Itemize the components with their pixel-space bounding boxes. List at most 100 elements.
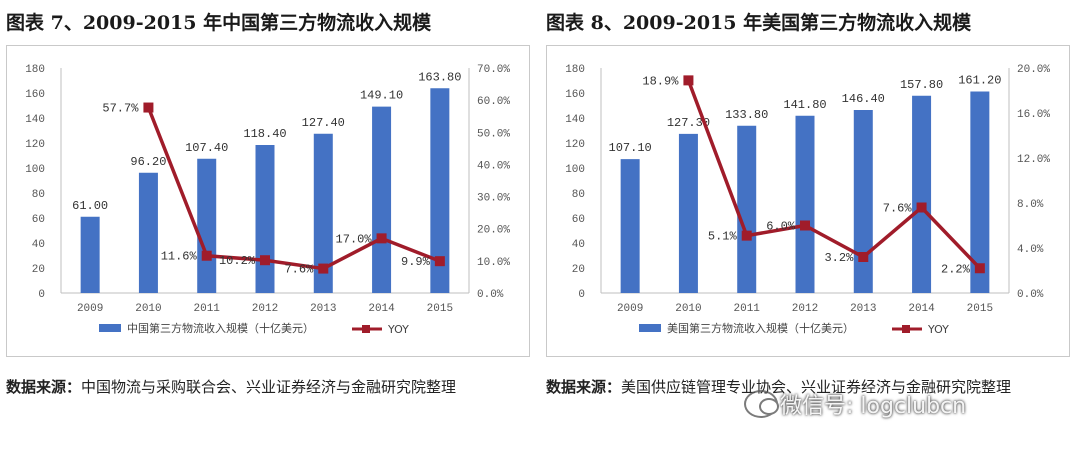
- y-right-tick-label: 50.0%: [477, 128, 510, 140]
- y-left-tick-label: 100: [25, 164, 45, 176]
- x-tick-label: 2011: [734, 303, 761, 315]
- watermark: 微信号: logclubcn: [780, 394, 967, 419]
- y-right-tick-label: 16.0%: [1017, 109, 1050, 121]
- y-left-tick-label: 60: [572, 214, 585, 226]
- y-right-tick-label: 8.0%: [1017, 199, 1044, 211]
- y-left-tick-label: 80: [572, 189, 585, 201]
- y-left-tick-label: 140: [25, 114, 45, 126]
- yoy-value-label: 5.1%: [708, 230, 738, 244]
- y-left-tick-label: 180: [565, 64, 585, 76]
- bar: [912, 95, 932, 293]
- legend-bar-label: 中国第三方物流收入规模（十亿美元）: [127, 321, 314, 335]
- y-left-tick-label: 40: [32, 239, 45, 251]
- y-right-tick-label: 40.0%: [477, 160, 510, 172]
- yoy-point: [683, 75, 694, 86]
- bar-value-label: 107.10: [609, 141, 652, 155]
- bar-value-label: 61.00: [72, 199, 108, 213]
- x-tick-label: 2010: [135, 303, 161, 315]
- x-tick-label: 2009: [617, 303, 643, 315]
- yoy-line: [146, 106, 441, 271]
- bar: [372, 106, 392, 293]
- x-tick-label: 2015: [427, 303, 453, 315]
- bar-value-label: 133.80: [725, 108, 768, 122]
- y-right-tick-label: 0.0%: [477, 289, 504, 301]
- y-right-tick-label: 12.0%: [1017, 154, 1050, 166]
- y-right-tick-label: 0.0%: [1017, 289, 1044, 301]
- yoy-value-label: 6.0%: [766, 220, 796, 234]
- y-left-tick-label: 40: [572, 239, 585, 251]
- legend-line-label: YOY: [927, 323, 949, 336]
- bar-value-label: 96.20: [130, 155, 166, 169]
- legend-line-marker: [362, 325, 370, 333]
- bar: [255, 145, 275, 293]
- yoy-value-label: 10.2%: [219, 254, 256, 268]
- x-tick-label: 2011: [194, 303, 221, 315]
- yoy-point: [318, 263, 329, 274]
- source-label: 数据来源：: [546, 378, 622, 396]
- yoy-point: [434, 256, 445, 267]
- y-left-tick-label: 140: [565, 114, 585, 126]
- y-left-tick-label: 0: [578, 289, 585, 301]
- chart-title: 图表 7、2009-2015 年中国第三方物流收入规模: [6, 12, 432, 34]
- y-right-tick-label: 20.0%: [477, 225, 510, 237]
- bar-value-label: 161.20: [958, 74, 1001, 88]
- legend-bar-label: 美国第三方物流收入规模（十亿美元）: [667, 321, 854, 335]
- source-label: 数据来源：: [6, 378, 82, 396]
- yoy-point: [143, 102, 154, 113]
- source-note: 数据来源：美国供应链管理专业协会、兴业证券经济与金融研究院整理: [546, 372, 1066, 402]
- yoy-point: [916, 202, 927, 213]
- legend-bar-swatch: [99, 324, 121, 332]
- bar: [853, 110, 873, 293]
- y-left-tick-label: 20: [572, 264, 585, 276]
- chart-panel-us: 图表 8、2009-2015 年美国第三方物流收入规模 0 20 40 60 80 100…: [540, 0, 1080, 451]
- yoy-value-label: 11.6%: [161, 250, 198, 264]
- yoy-value-label: 57.7%: [102, 102, 139, 116]
- y-left-tick-label: 120: [565, 139, 585, 151]
- bar: [430, 88, 450, 293]
- y-left-tick-label: 0: [38, 289, 45, 301]
- yoy-point: [974, 263, 985, 274]
- bar: [313, 133, 333, 293]
- bar-value-label: 118.40: [243, 127, 286, 141]
- yoy-point: [741, 230, 752, 241]
- bar: [795, 115, 815, 293]
- bar-value-label: 163.80: [418, 70, 461, 84]
- bar: [80, 216, 100, 293]
- bar-value-label: 146.40: [842, 92, 885, 106]
- bar-value-label: 127.40: [302, 116, 345, 130]
- legend-bar-swatch: [639, 324, 661, 332]
- y-left-tick-label: 100: [565, 164, 585, 176]
- bar-value-label: 141.80: [783, 98, 826, 112]
- chart-area: 0 20 40 60 80 100 120 140 160 180 0.0% 4.0% 8.0% 12.0…: [546, 45, 1070, 357]
- bar: [970, 91, 990, 293]
- y-right-tick-label: 4.0%: [1017, 244, 1044, 256]
- y-left-tick-label: 20: [32, 264, 45, 276]
- bar: [197, 158, 217, 293]
- source-text: 中国物流与采购联合会、兴业证券经济与金融研究院整理: [81, 378, 457, 396]
- x-tick-label: 2014: [908, 303, 935, 315]
- source-text: 美国供应链管理专业协会、兴业证券经济与金融研究院整理: [621, 378, 1012, 396]
- x-tick-label: 2009: [77, 303, 103, 315]
- y-left-tick-label: 120: [25, 139, 45, 151]
- yoy-point: [858, 252, 869, 262]
- y-right-tick-label: 30.0%: [477, 193, 510, 205]
- bar-value-label: 107.40: [185, 141, 228, 155]
- y-right-tick-label: 10.0%: [477, 257, 510, 269]
- bar-value-label: 127.30: [667, 116, 710, 130]
- bar-value-label: 157.80: [900, 78, 943, 92]
- x-tick-label: 2013: [850, 303, 876, 315]
- y-left-tick-label: 180: [25, 64, 45, 76]
- chart-panel-china: 图表 7、2009-2015 年中国第三方物流收入规模 0 20 40 60 80 100…: [6, 12, 530, 402]
- source-note: 数据来源：中国物流与采购联合会、兴业证券经济与金融研究院整理: [6, 372, 526, 402]
- x-tick-label: 2015: [967, 303, 993, 315]
- y-left-tick-label: 60: [32, 214, 45, 226]
- chart-title: 图表 8、2009-2015 年美国第三方物流收入规模: [546, 12, 972, 34]
- x-tick-label: 2010: [675, 303, 701, 315]
- yoy-point: [260, 255, 270, 266]
- bar: [737, 125, 757, 293]
- x-tick-label: 2012: [792, 303, 818, 315]
- yoy-value-label: 7.6%: [284, 263, 314, 277]
- yoy-point: [800, 220, 810, 231]
- x-tick-label: 2014: [368, 303, 395, 315]
- bar: [620, 159, 640, 293]
